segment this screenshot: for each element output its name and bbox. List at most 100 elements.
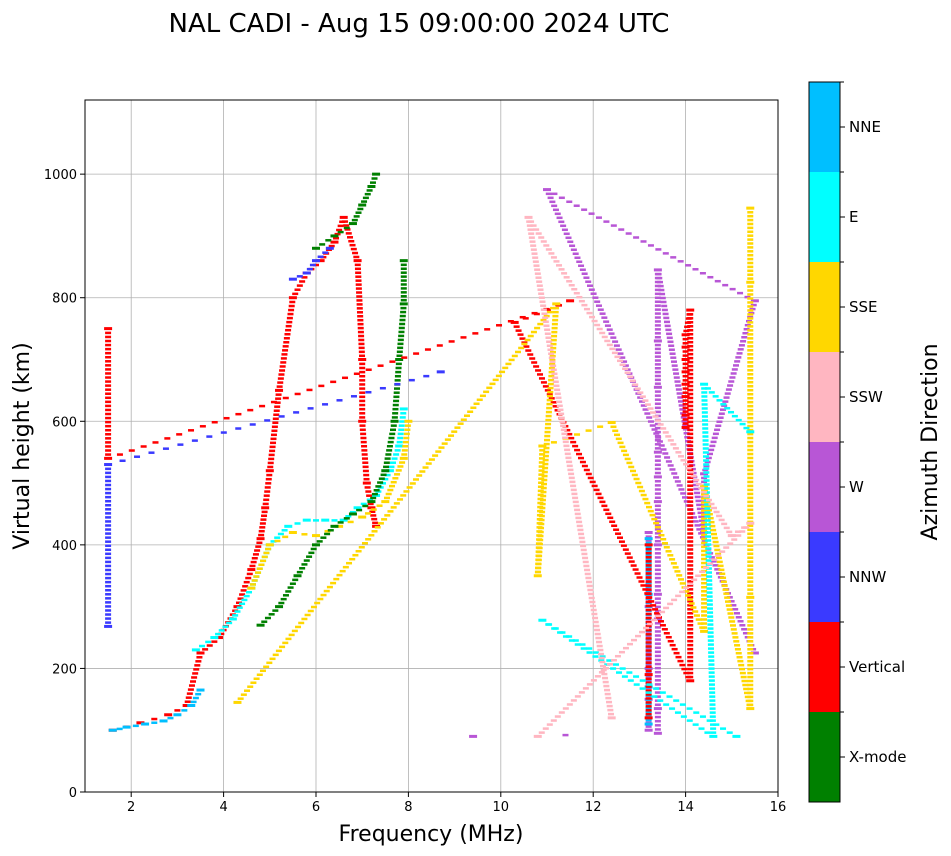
echo-point [654, 308, 661, 311]
echo-point [361, 542, 368, 545]
echo-point [747, 456, 754, 460]
echo-point [192, 696, 199, 700]
echo-point [687, 424, 694, 428]
echo-point [705, 456, 712, 460]
echo-point [682, 418, 689, 421]
echo-point [275, 388, 284, 392]
echo-point [651, 517, 658, 521]
echo-point [645, 706, 652, 710]
echo-point [353, 215, 360, 218]
echo-point [645, 588, 652, 591]
echo-point [624, 552, 631, 555]
echo-point [389, 360, 396, 363]
echo-point [390, 428, 396, 432]
echo-point [669, 558, 676, 561]
echo-point [703, 464, 710, 468]
echo-point [385, 453, 392, 456]
echo-point [683, 329, 690, 333]
echo-point [356, 291, 363, 294]
echo-point [309, 263, 316, 267]
echo-point [558, 416, 565, 420]
echo-point [687, 484, 694, 487]
echo-point [548, 374, 555, 378]
echo-point [263, 494, 270, 497]
echo-point [105, 576, 112, 580]
echo-point [687, 325, 694, 328]
echo-point [740, 675, 747, 679]
echo-point [750, 303, 757, 307]
echo-point [536, 554, 543, 558]
echo-point [531, 252, 538, 255]
echo-point [581, 552, 588, 556]
echo-point [542, 385, 549, 388]
echo-point [654, 654, 661, 658]
echo-point [470, 406, 477, 410]
echo-point [654, 480, 661, 483]
echo-point [701, 493, 708, 496]
echo-point [716, 420, 723, 424]
echo-point [104, 456, 113, 460]
echo-point [645, 689, 652, 692]
echo-point [105, 536, 112, 539]
echo-point [654, 568, 661, 572]
echo-point [361, 449, 368, 452]
echo-point [742, 331, 749, 335]
echo-point [739, 667, 746, 671]
echo-point [284, 524, 293, 528]
echo-point [515, 329, 522, 332]
echo-point [729, 376, 736, 379]
echo-point [551, 322, 558, 326]
echo-point [719, 550, 726, 553]
echo-point [190, 680, 197, 683]
echo-point [562, 733, 569, 737]
echo-point [654, 347, 661, 351]
echo-point [277, 532, 284, 536]
echo-point [675, 655, 682, 659]
echo-point [687, 468, 694, 472]
echo-point [679, 590, 686, 594]
echo-point [385, 469, 394, 473]
echo-point [274, 539, 281, 543]
echo-point [377, 522, 384, 525]
echo-point [701, 602, 708, 605]
echo-point [677, 455, 684, 458]
echo-point [687, 635, 694, 639]
echo-point [236, 606, 243, 609]
echo-point [663, 316, 670, 320]
echo-point [747, 444, 754, 448]
echo-point [701, 523, 708, 527]
echo-point [645, 708, 652, 712]
echo-point [272, 653, 279, 657]
echo-point [698, 486, 705, 490]
echo-point [286, 320, 293, 324]
echo-point [708, 556, 715, 559]
echo-point [540, 494, 547, 498]
echo-point [384, 457, 391, 460]
echo-point [187, 704, 196, 707]
echo-point [677, 400, 684, 403]
echo-point [682, 366, 689, 370]
echo-point [687, 600, 694, 603]
echo-point [540, 318, 547, 322]
echo-point [533, 365, 540, 368]
echo-point [317, 255, 324, 259]
echo-point [654, 512, 661, 515]
echo-point [645, 712, 652, 716]
echo-point [545, 418, 552, 422]
echo-point [685, 466, 692, 470]
echo-point [739, 624, 746, 627]
echo-point [708, 659, 715, 662]
echo-point [402, 445, 409, 448]
echo-point [747, 648, 754, 651]
echo-point [654, 328, 661, 331]
echo-point [356, 295, 363, 298]
echo-point [357, 315, 364, 318]
echo-point [585, 472, 592, 476]
echo-point [702, 468, 709, 472]
echo-point [355, 283, 362, 286]
echo-point [530, 224, 537, 227]
echo-point [537, 534, 544, 538]
echo-point [548, 378, 555, 382]
echo-point [570, 440, 577, 444]
